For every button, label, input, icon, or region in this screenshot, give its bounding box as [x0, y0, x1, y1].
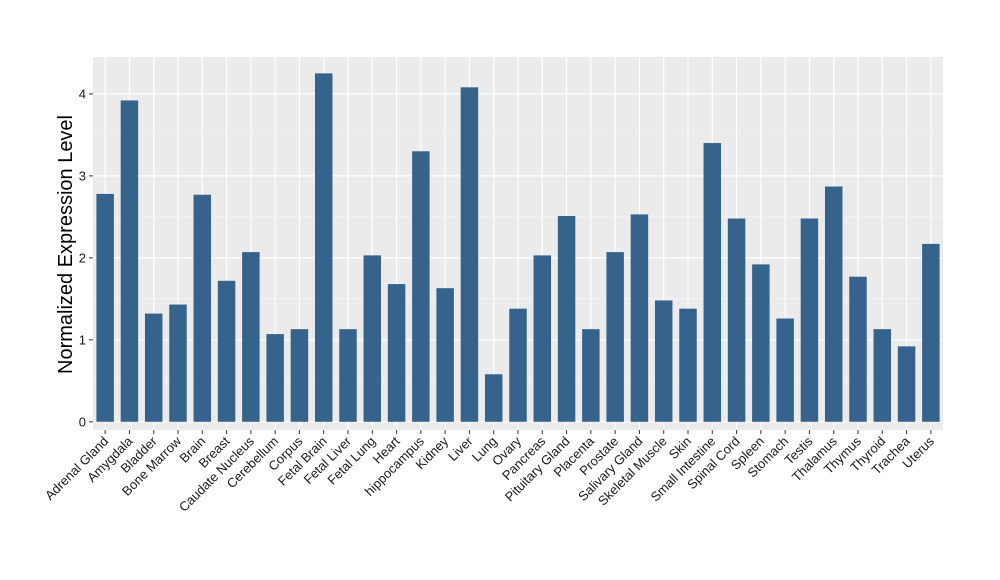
bar	[557, 216, 576, 422]
bar	[339, 329, 357, 422]
bar	[387, 284, 406, 422]
bar	[873, 329, 892, 422]
y-axis-title: Normalized Expression Level	[55, 115, 77, 374]
y-tick-label: 2	[79, 250, 86, 265]
y-tick-label: 0	[79, 414, 86, 429]
bar	[922, 243, 940, 422]
bar	[727, 218, 746, 422]
bar	[96, 193, 114, 422]
bar	[824, 186, 843, 422]
bar	[849, 276, 867, 422]
bar	[144, 313, 163, 422]
bar	[897, 346, 916, 422]
bar	[217, 280, 236, 422]
bar	[703, 143, 722, 422]
y-tick-label: 4	[79, 86, 86, 101]
bar	[679, 308, 697, 422]
bar	[169, 304, 187, 422]
bars	[96, 73, 940, 422]
bar	[484, 374, 503, 422]
bar	[193, 194, 212, 422]
bar	[460, 87, 479, 422]
bar	[314, 73, 333, 422]
bar	[533, 255, 552, 422]
bar	[654, 300, 673, 422]
bar	[363, 255, 382, 422]
bar	[412, 151, 430, 422]
bar	[606, 252, 624, 422]
bar	[290, 329, 309, 422]
bar	[266, 334, 284, 422]
bar	[120, 100, 139, 422]
bar	[582, 329, 600, 422]
bar	[800, 218, 819, 422]
bar	[509, 308, 527, 422]
bar	[630, 214, 649, 422]
bar	[776, 318, 794, 422]
x-tick-label: Liver	[445, 433, 476, 464]
bar	[436, 288, 454, 422]
y-tick-label: 3	[79, 168, 86, 183]
y-tick-label: 1	[79, 332, 86, 347]
bar	[242, 252, 260, 422]
bar	[752, 264, 770, 422]
y-axis: 0 1 2 3 4	[79, 86, 93, 429]
